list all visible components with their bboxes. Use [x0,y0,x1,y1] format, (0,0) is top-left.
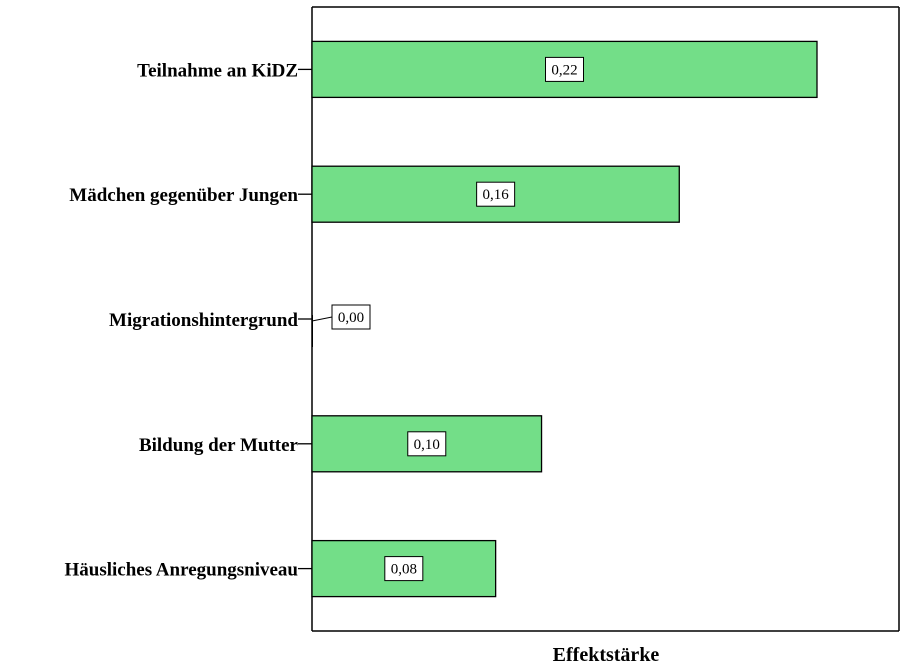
y-tick-label: Teilnahme an KiDZ [137,60,298,81]
data-label-box [384,556,424,582]
bar [312,315,313,347]
y-tick-label: Bildung der Mutter [139,435,299,456]
data-label: 0,00 [338,310,364,326]
x-axis-title: Effektstärke [553,644,660,664]
data-label: 0,16 [483,187,510,203]
y-tick-label: Migrationshintergrund [109,310,298,331]
y-tick-label: Mädchen gegenüber Jungen [69,185,298,206]
bars-layer [311,40,818,598]
labels-layer: Teilnahme an KiDZ 0,22 Mädchen gegenüber J… [64,56,584,582]
plot-frame [311,6,900,632]
data-label: 0,10 [414,437,440,453]
data-label-box [331,304,371,330]
data-label-box [476,181,516,207]
y-tick-label: Häusliches Anregungsniveau [64,560,298,581]
data-label: 0,22 [551,62,577,78]
data-label-box [407,431,447,457]
data-label: 0,08 [391,562,417,578]
data-label-box [545,56,584,82]
data-label-leader [311,316,333,322]
